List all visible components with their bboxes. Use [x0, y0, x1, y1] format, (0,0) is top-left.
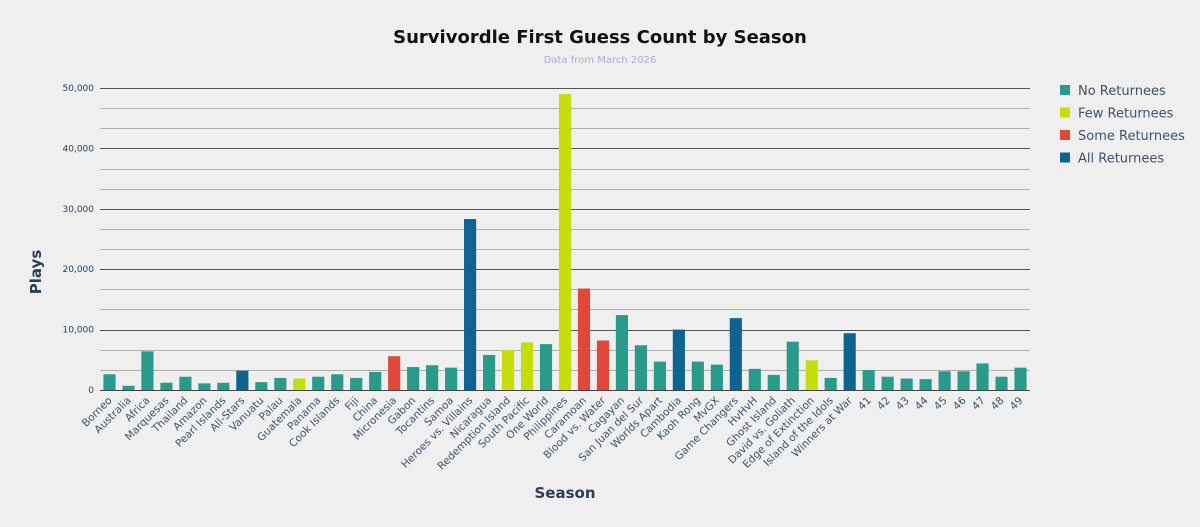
bar-41 — [862, 370, 875, 390]
x-tick-labels: BorneoAustraliaAfricaMarquesasThailandAm… — [80, 394, 1026, 472]
bars — [103, 94, 1027, 390]
bar-43 — [900, 378, 913, 390]
legend-swatch — [1060, 85, 1070, 95]
y-tick-label: 20,000 — [63, 265, 95, 275]
bar-one-world — [539, 344, 553, 390]
bar-46 — [957, 371, 970, 390]
bar-vanuatu — [255, 382, 268, 390]
bar-nicaragua — [483, 354, 496, 390]
bar-kaoh-rong — [691, 361, 704, 390]
bar-san-juan-del-sur — [634, 345, 647, 390]
bar-borneo — [103, 374, 116, 390]
bar-44 — [919, 379, 932, 390]
bar-45 — [938, 371, 951, 390]
bar-south-pacific — [520, 342, 534, 390]
bar-ghost-island — [767, 374, 780, 390]
bar-philippines — [558, 94, 572, 390]
bar-samoa — [445, 367, 458, 390]
legend-label: Few Returnees — [1078, 107, 1174, 122]
bar-cook-islands — [331, 374, 344, 390]
x-tick-label: 44 — [913, 394, 931, 412]
legend-swatch — [1060, 152, 1070, 163]
bar-cambodia — [672, 329, 685, 390]
x-tick-label: 41 — [856, 395, 874, 413]
bar-47 — [976, 363, 989, 390]
bar-49 — [1014, 367, 1027, 390]
legend-label: No Returnees — [1078, 84, 1166, 99]
y-axis-title: Plays — [27, 250, 45, 295]
bar-australia — [122, 385, 135, 390]
x-tick-label: 46 — [951, 394, 969, 412]
bar-edge-of-extinction — [805, 360, 818, 390]
bar-david-vs-goliath — [786, 341, 799, 390]
bar-game-changers — [729, 318, 742, 390]
bar-thailand — [179, 376, 192, 390]
bar-amazon — [198, 383, 211, 390]
x-tick-label: 48 — [989, 395, 1007, 413]
x-tick-label: 42 — [875, 395, 893, 413]
bar-42 — [881, 376, 894, 390]
y-tick-label: 0 — [88, 386, 94, 396]
bar-tocantins — [426, 365, 439, 390]
bar-pearl-islands — [217, 382, 230, 390]
legend-label: Some Returnees — [1078, 129, 1185, 144]
bar-redemption-island — [501, 350, 515, 390]
legend: No Returnees Few Returnees Some Returnees A… — [1060, 84, 1185, 167]
chart-title: Survivordle First Guess Count by Season — [393, 27, 807, 48]
x-tick-label: 49 — [1008, 395, 1026, 413]
legend-label: All Returnees — [1078, 152, 1164, 167]
bar-palau — [274, 377, 287, 390]
chart-subtitle: Data from March 2026 — [544, 55, 657, 66]
bar-micronesia — [388, 356, 401, 390]
bar-china — [369, 371, 382, 390]
bar-winners-at-war — [843, 333, 856, 390]
y-tick-labels: 0 10,000 20,000 30,000 40,000 50,000 — [63, 84, 95, 396]
x-axis-title: Season — [534, 484, 595, 502]
legend-swatch — [1060, 107, 1070, 118]
bar-fiji — [350, 377, 363, 390]
bar-panama — [312, 376, 325, 390]
bar-guatemala — [293, 378, 306, 390]
x-tick-label: 45 — [932, 395, 950, 413]
bar-mvgx — [710, 364, 723, 390]
x-tick-label: 43 — [894, 395, 912, 413]
bar-heroes-vs-villains — [464, 219, 477, 390]
y-tick-label: 50,000 — [63, 84, 95, 94]
bar-hvhvh — [748, 368, 761, 390]
y-tick-label: 10,000 — [63, 326, 95, 336]
legend-swatch — [1060, 130, 1070, 140]
bar-africa — [141, 351, 154, 390]
bar-cagayan — [615, 315, 629, 390]
bar-marquesas — [160, 382, 173, 390]
bar-blood-vs-water — [596, 340, 610, 390]
bar-gabon — [407, 367, 420, 390]
bar-island-of-the-idols — [824, 377, 837, 390]
x-tick-label: 47 — [970, 395, 988, 413]
y-tick-label: 40,000 — [63, 144, 95, 154]
bar-worlds-apart — [653, 361, 666, 390]
bar-caramoan — [577, 288, 591, 390]
y-tick-label: 30,000 — [63, 205, 95, 215]
bar-all-stars — [236, 370, 249, 390]
bar-48 — [995, 376, 1008, 390]
